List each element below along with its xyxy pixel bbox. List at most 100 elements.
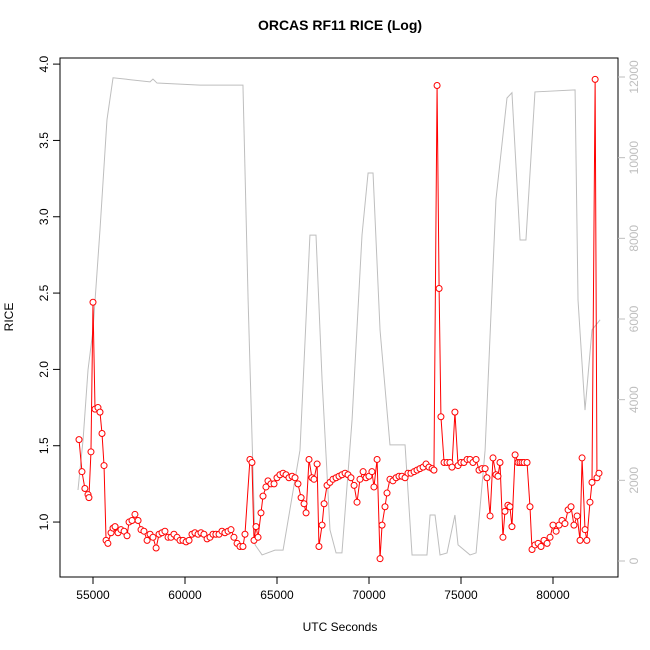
- data-point: [134, 517, 142, 525]
- data-point: [526, 503, 534, 511]
- data-point: [259, 492, 267, 500]
- data-point: [511, 451, 519, 459]
- data-point: [320, 500, 328, 508]
- data-point: [310, 475, 318, 483]
- data-point: [508, 523, 516, 531]
- data-point: [448, 463, 456, 471]
- y-tick-label: 3.0: [37, 208, 51, 225]
- data-point: [111, 523, 119, 531]
- x-tick-label: 60000: [168, 588, 202, 602]
- data-point: [546, 533, 554, 541]
- y2-tick-label: 0: [627, 557, 641, 564]
- data-point: [85, 494, 93, 502]
- x-tick-label: 70000: [352, 588, 386, 602]
- data-point: [570, 521, 578, 529]
- data-point: [123, 532, 131, 540]
- data-point: [451, 408, 459, 416]
- data-point: [254, 533, 262, 541]
- series-line: [77, 77, 601, 556]
- y-tick-label: 2.0: [37, 361, 51, 378]
- data-point: [257, 509, 265, 517]
- data-point: [143, 536, 151, 544]
- y-axis-label: RICE: [2, 303, 16, 332]
- y2-tick-label: 6000: [627, 305, 641, 332]
- data-point: [239, 542, 247, 550]
- x-axis-label: UTC Seconds: [303, 620, 378, 634]
- data-point: [581, 526, 589, 534]
- data-point: [483, 474, 491, 482]
- data-point: [435, 284, 443, 292]
- data-point: [318, 521, 326, 529]
- data-point: [578, 454, 586, 462]
- data-point: [523, 459, 531, 467]
- data-point: [270, 480, 278, 488]
- data-point: [595, 469, 603, 477]
- data-point: [368, 468, 376, 476]
- data-point: [359, 468, 367, 476]
- data-point: [353, 498, 361, 506]
- x-tick-label: 80000: [536, 588, 570, 602]
- data-point: [252, 523, 260, 531]
- data-point: [430, 466, 438, 474]
- data-point: [128, 517, 136, 525]
- data-point: [291, 474, 299, 482]
- series-line: [78, 79, 600, 559]
- data-point: [373, 455, 381, 463]
- x-tick-label: 55000: [76, 588, 110, 602]
- data-point: [381, 503, 389, 511]
- data-point: [161, 527, 169, 535]
- data-point: [472, 455, 480, 463]
- data-point: [586, 498, 594, 506]
- x-tick-label: 75000: [444, 588, 478, 602]
- data-point: [552, 527, 560, 535]
- data-point: [481, 465, 489, 473]
- data-point: [100, 462, 108, 470]
- data-point: [241, 530, 249, 538]
- data-point: [81, 484, 89, 492]
- data-point: [583, 536, 591, 544]
- data-point: [486, 512, 494, 520]
- data-point: [294, 480, 302, 488]
- y2-tick-label: 4000: [627, 386, 641, 413]
- y2-tick-label: 12000: [627, 60, 641, 94]
- data-point: [262, 483, 270, 491]
- data-point: [104, 539, 112, 547]
- data-point: [350, 481, 358, 489]
- y2-tick-label: 10000: [627, 141, 641, 175]
- data-point: [315, 542, 323, 550]
- data-point: [152, 544, 160, 552]
- data-point: [561, 520, 569, 528]
- plot-frame: [59, 57, 619, 578]
- data-point: [588, 478, 596, 486]
- data-point: [356, 475, 364, 483]
- chart-title: ORCAS RF11 RICE (Log): [258, 17, 422, 33]
- y-tick-label: 3.5: [37, 132, 51, 149]
- y2-tick-label: 8000: [627, 225, 641, 252]
- data-point: [185, 536, 193, 544]
- data-point: [230, 533, 238, 541]
- data-point: [501, 507, 509, 515]
- data-point: [96, 408, 104, 416]
- data-point: [567, 503, 575, 511]
- y-tick-label: 1.5: [37, 437, 51, 454]
- data-point: [576, 536, 584, 544]
- data-point: [499, 533, 507, 541]
- data-point: [75, 436, 83, 444]
- data-point: [149, 533, 157, 541]
- data-point: [313, 460, 321, 468]
- data-point: [383, 489, 391, 497]
- data-point: [87, 448, 95, 456]
- y-tick-label: 2.5: [37, 284, 51, 301]
- y-tick-label: 4.0: [37, 55, 51, 72]
- data-point: [248, 459, 256, 467]
- data-point: [300, 500, 308, 508]
- data-point: [370, 483, 378, 491]
- data-point: [140, 527, 148, 535]
- data-point: [376, 555, 384, 563]
- data-point: [543, 539, 551, 547]
- data-point: [549, 521, 557, 529]
- data-point: [98, 430, 106, 438]
- data-point: [437, 413, 445, 421]
- data-point: [573, 512, 581, 520]
- data-point: [496, 459, 504, 467]
